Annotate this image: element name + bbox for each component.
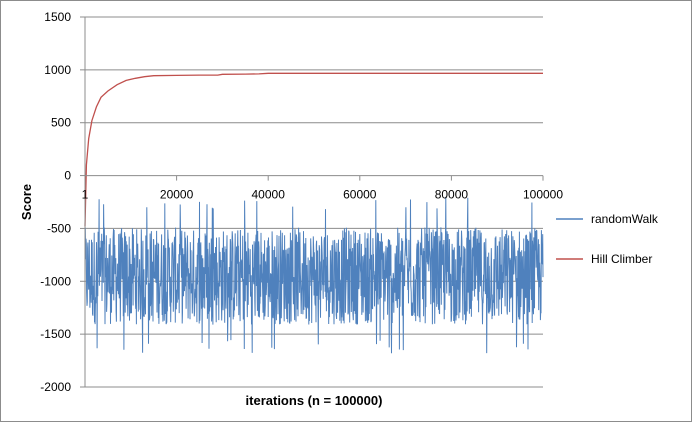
series-randomwalk-line [84,196,544,354]
tick-labels: 1500 1000 500 0 -500 -1000 -1500 -2000 1 20000 400… [40,10,563,394]
series-layer [84,72,544,354]
y-tick-label: 1500 [44,10,71,24]
legend: randomWalk Hill Climber [556,212,659,266]
x-tick-label: 40000 [252,188,286,202]
gridlines [85,16,543,388]
x-axis-title: iterations (n = 100000) [246,393,383,408]
y-tick-label: -2000 [40,380,71,394]
series-hill-climber-line [84,72,543,227]
x-tick-label: 60000 [343,188,377,202]
x-tick-label: 100000 [523,188,563,202]
x-tick-label: 20000 [160,188,194,202]
x-tick-label: 80000 [435,188,469,202]
y-tick-label: 500 [51,116,71,130]
x-tick-label: 1 [82,188,89,202]
y-tick-label: 1000 [44,63,71,77]
y-tick-label: -500 [47,221,71,235]
y-tick-label: -1000 [40,274,71,288]
y-tick-label: -1500 [40,327,71,341]
legend-label: randomWalk [591,212,659,226]
y-axis-title: Score [19,184,34,220]
y-tick-label: 0 [64,169,71,183]
axes [80,16,544,388]
legend-label: Hill Climber [591,252,652,266]
